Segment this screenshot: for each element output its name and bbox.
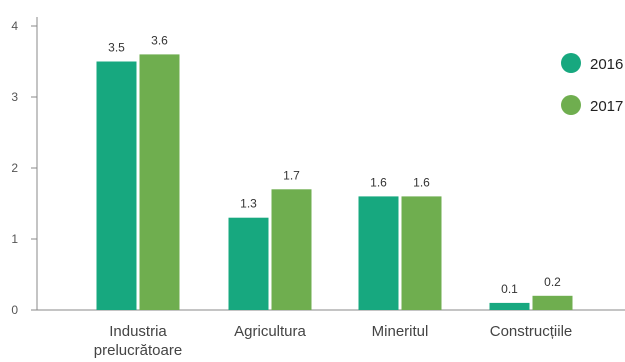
bar-2016 bbox=[96, 61, 137, 310]
bar-2016 bbox=[358, 196, 399, 310]
bar-2016 bbox=[228, 217, 269, 310]
data-label: 0.1 bbox=[501, 282, 518, 296]
y-axis-ticks: 0 1 2 3 4 bbox=[11, 19, 37, 317]
category-label: prelucrătoare bbox=[94, 342, 182, 359]
data-label: 1.6 bbox=[370, 175, 387, 189]
category-label: Agricultura bbox=[234, 323, 306, 340]
bar-2017 bbox=[139, 54, 180, 311]
y-tick-label: 0 bbox=[11, 303, 18, 317]
legend-label: 2017 bbox=[590, 98, 623, 115]
category-label: Construcțiile bbox=[490, 323, 573, 340]
legend-marker-2016 bbox=[561, 53, 581, 73]
y-tick-label: 1 bbox=[11, 232, 18, 246]
bar-2017 bbox=[532, 295, 573, 310]
category-label: Industria bbox=[109, 323, 167, 340]
data-label: 3.5 bbox=[108, 41, 125, 55]
data-labels: 3.5 3.6 1.3 1.7 1.6 1.6 0.1 0.2 bbox=[108, 33, 561, 296]
bar-2017 bbox=[401, 196, 442, 310]
legend-label: 2016 bbox=[590, 56, 623, 73]
legend-marker-2017 bbox=[561, 95, 581, 115]
y-tick-label: 2 bbox=[11, 161, 18, 175]
y-tick-label: 3 bbox=[11, 90, 18, 104]
bars bbox=[96, 54, 573, 311]
category-label: Mineritul bbox=[372, 323, 429, 340]
data-label: 1.3 bbox=[240, 197, 257, 211]
y-tick-label: 4 bbox=[11, 19, 18, 33]
category-labels: Industria prelucrătoare Agricultura Minerit… bbox=[94, 323, 572, 359]
bar-2016 bbox=[489, 302, 530, 310]
bar-2017 bbox=[271, 189, 312, 310]
data-label: 1.7 bbox=[283, 168, 300, 182]
data-label: 3.6 bbox=[151, 33, 168, 47]
data-label: 0.2 bbox=[544, 275, 561, 289]
legend: 2016 2017 bbox=[561, 53, 623, 115]
data-label: 1.6 bbox=[413, 175, 430, 189]
